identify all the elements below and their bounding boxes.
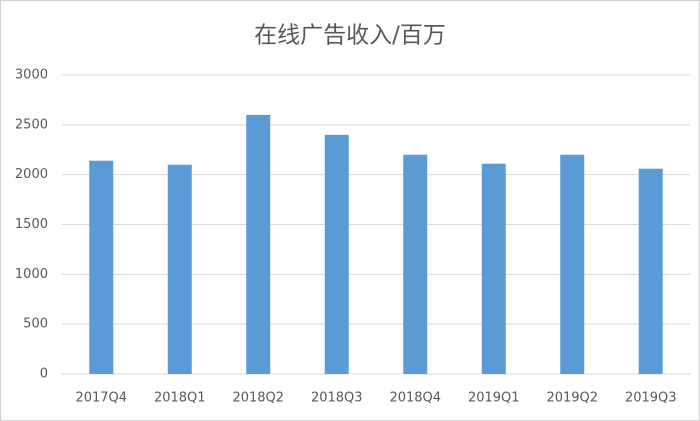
x-tick-label: 2019Q1 (468, 391, 520, 406)
bar (481, 163, 506, 374)
y-tick-label: 2000 (15, 167, 48, 182)
x-tick-label: 2019Q2 (546, 391, 598, 406)
bar (246, 114, 271, 374)
y-tick-label: 2500 (15, 117, 48, 132)
bar (89, 160, 114, 374)
x-tick-label: 2018Q1 (154, 391, 206, 406)
y-tick-label: 3000 (15, 68, 48, 83)
y-tick-label: 1000 (15, 267, 48, 282)
y-tick-label: 0 (40, 367, 48, 382)
bar (324, 134, 349, 374)
x-tick-label: 2018Q3 (311, 391, 363, 406)
x-tick-label: 2018Q4 (389, 391, 441, 406)
bar (167, 164, 192, 374)
bar (403, 154, 428, 374)
bar (560, 154, 585, 374)
x-tick-label: 2018Q2 (232, 391, 284, 406)
x-tick-label: 2019Q3 (625, 391, 677, 406)
chart-title: 在线广告收入/百万 (254, 23, 446, 49)
bar (638, 168, 663, 374)
y-tick-label: 1500 (15, 217, 48, 232)
x-tick-label: 2017Q4 (75, 391, 127, 406)
y-tick-label: 500 (23, 317, 48, 332)
